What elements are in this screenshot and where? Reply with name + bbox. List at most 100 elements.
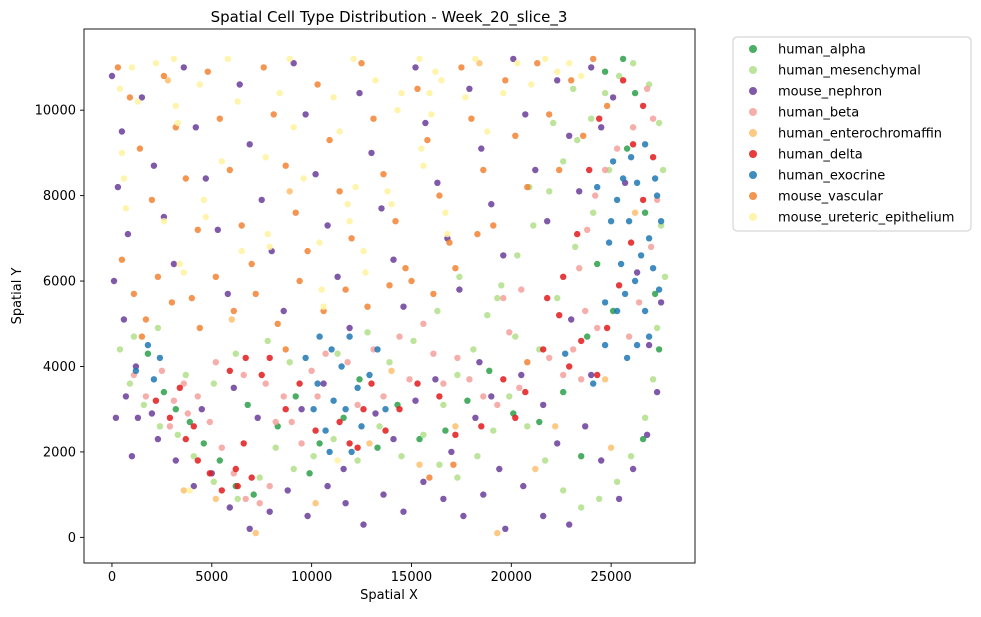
data-point <box>110 277 118 285</box>
data-point <box>340 414 347 421</box>
data-point <box>601 89 609 97</box>
data-point <box>216 457 223 464</box>
data-point <box>544 294 551 302</box>
data-point <box>130 290 138 298</box>
data-point <box>132 367 140 374</box>
data-point <box>554 77 561 84</box>
data-point <box>615 495 623 503</box>
data-point <box>180 487 187 494</box>
legend-marker <box>749 45 757 53</box>
data-point <box>653 388 661 396</box>
data-point <box>420 320 427 327</box>
data-point <box>134 414 142 421</box>
data-point <box>242 495 249 503</box>
data-point <box>172 406 179 413</box>
data-point <box>296 380 303 387</box>
legend-label: human_beta <box>778 106 859 121</box>
data-point <box>200 440 207 447</box>
data-point <box>152 60 160 67</box>
legend-label: mouse_vascular <box>778 190 884 205</box>
legend: human_alpha human_mesenchymal mouse_nephro… <box>732 36 972 232</box>
data-point <box>647 243 655 251</box>
data-point <box>186 487 193 494</box>
data-point <box>300 175 307 182</box>
legend-marker <box>749 171 757 179</box>
data-point <box>276 89 283 97</box>
data-point <box>546 188 553 195</box>
data-point <box>318 286 325 293</box>
data-point <box>615 282 623 289</box>
data-point <box>440 495 447 503</box>
data-point <box>290 60 297 67</box>
data-point <box>340 465 347 473</box>
data-point <box>382 406 389 413</box>
data-point <box>356 89 363 97</box>
y-tick-label: 10000 <box>35 104 76 119</box>
data-point <box>224 290 231 298</box>
data-point <box>322 350 329 357</box>
data-point <box>605 239 613 246</box>
data-point <box>114 64 122 71</box>
data-point <box>655 286 663 293</box>
data-point <box>454 371 461 379</box>
data-point <box>619 55 627 63</box>
data-point <box>576 188 583 195</box>
data-point <box>168 299 176 306</box>
data-point <box>576 265 583 272</box>
data-point <box>374 444 381 451</box>
data-point <box>368 380 375 387</box>
data-point <box>394 107 401 114</box>
data-point <box>326 448 333 456</box>
data-point <box>344 359 351 366</box>
data-point <box>633 341 641 349</box>
data-point <box>234 482 241 490</box>
data-point <box>232 350 239 357</box>
data-point <box>298 440 305 447</box>
data-point <box>290 465 297 473</box>
data-point <box>236 81 243 88</box>
data-point <box>568 77 575 84</box>
data-point <box>520 482 527 490</box>
data-point <box>282 162 289 169</box>
data-point <box>649 115 657 122</box>
data-point <box>150 376 158 383</box>
data-point <box>266 354 273 362</box>
data-point <box>480 166 487 174</box>
data-point <box>280 307 287 315</box>
data-point <box>244 401 251 409</box>
data-point <box>645 341 653 349</box>
data-point <box>160 218 168 225</box>
data-point <box>478 145 485 152</box>
legend-label: human_enterochromaffin <box>778 127 942 142</box>
data-point <box>570 85 577 93</box>
data-point <box>286 359 293 366</box>
data-point <box>130 333 138 340</box>
data-point <box>631 209 639 216</box>
data-point <box>206 470 213 477</box>
data-point <box>512 333 519 340</box>
data-point <box>218 158 225 165</box>
data-point <box>649 154 657 161</box>
data-point <box>170 55 178 63</box>
chart-title: Spatial Cell Type Distribution - Week_20… <box>211 8 568 27</box>
data-point <box>476 359 483 366</box>
data-point <box>212 273 219 280</box>
data-point <box>619 77 627 84</box>
data-point <box>629 60 637 67</box>
data-point <box>562 350 569 357</box>
data-point <box>601 166 609 174</box>
data-point <box>170 260 178 268</box>
data-point <box>434 307 441 315</box>
data-point <box>354 401 361 409</box>
data-point <box>406 376 413 383</box>
data-point <box>266 482 273 490</box>
data-point <box>456 286 463 293</box>
data-point <box>142 393 150 400</box>
data-point <box>588 371 595 379</box>
data-point <box>633 269 641 276</box>
data-point <box>386 282 393 289</box>
data-point <box>212 359 219 366</box>
data-point <box>156 423 164 430</box>
data-point <box>500 252 507 259</box>
